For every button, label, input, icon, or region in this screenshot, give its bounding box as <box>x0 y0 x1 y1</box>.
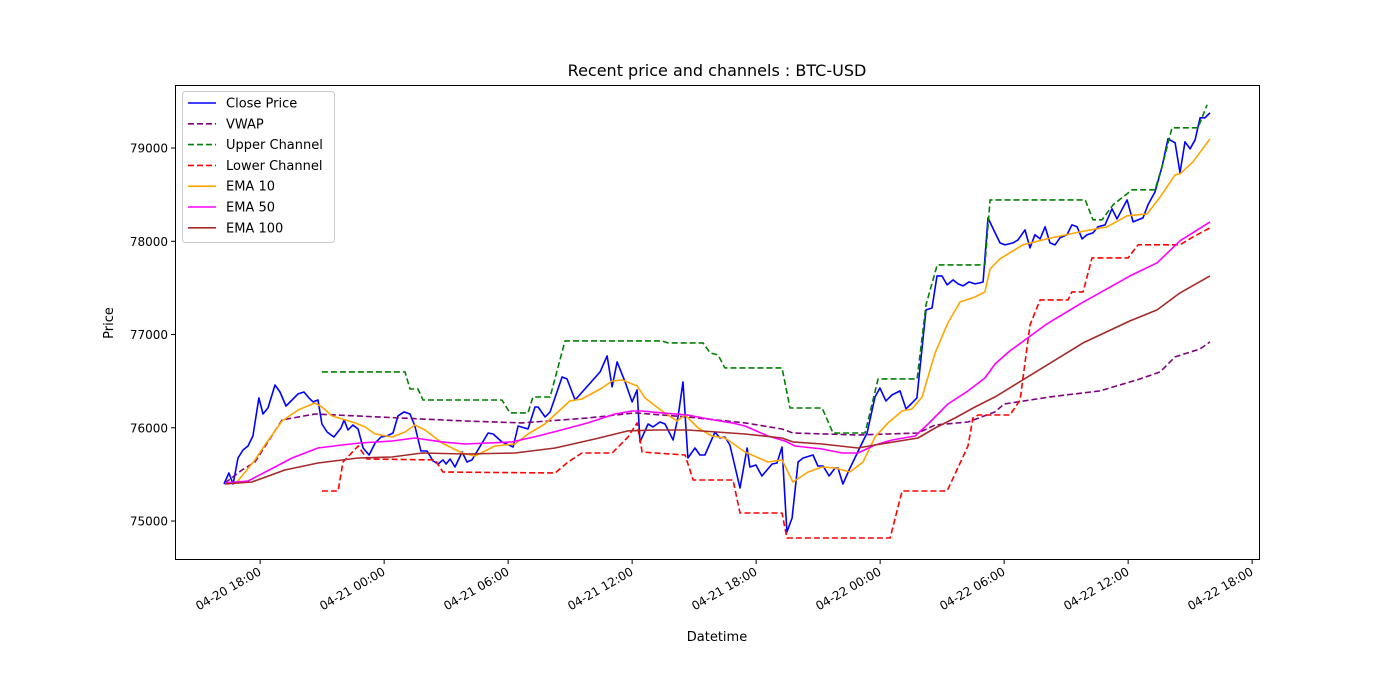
legend: Close Price VWAP Upper Channel Lower Channe… <box>182 91 335 243</box>
series-line-vwap <box>224 341 1211 484</box>
y-tick-label: 77000 <box>130 328 168 342</box>
legend-label-upper-channel: Upper Channel <box>226 138 323 153</box>
series-line-ema-100 <box>224 275 1211 485</box>
series-layer <box>223 104 1211 539</box>
legend-label-vwap: VWAP <box>226 117 264 132</box>
series-line-ema-50 <box>224 221 1211 484</box>
y-axis-ticks: 75000 76000 77000 78000 79000 <box>130 142 175 529</box>
x-axis-label: Datetime <box>687 630 747 645</box>
legend-label-close-price: Close Price <box>226 97 297 112</box>
y-tick-label: 78000 <box>130 235 168 249</box>
legend-label-ema-50: EMA 50 <box>226 201 275 216</box>
y-axis-label: Price <box>102 307 117 339</box>
legend-label-ema-10: EMA 10 <box>226 180 275 195</box>
legend-box <box>182 91 335 243</box>
series-line-close-price <box>223 112 1211 533</box>
series-line-lower-channel <box>321 227 1211 539</box>
chart-title: Recent price and channels : BTC-USD <box>568 61 867 80</box>
y-tick-label: 79000 <box>130 142 168 156</box>
series-line-upper-channel <box>321 104 1208 434</box>
legend-label-lower-channel: Lower Channel <box>226 159 322 174</box>
legend-label-ema-100: EMA 100 <box>226 221 283 236</box>
y-tick-label: 76000 <box>130 421 168 435</box>
series-line-ema-10 <box>224 138 1211 484</box>
y-tick-label: 75000 <box>130 515 168 529</box>
plot-frame <box>175 85 1260 560</box>
